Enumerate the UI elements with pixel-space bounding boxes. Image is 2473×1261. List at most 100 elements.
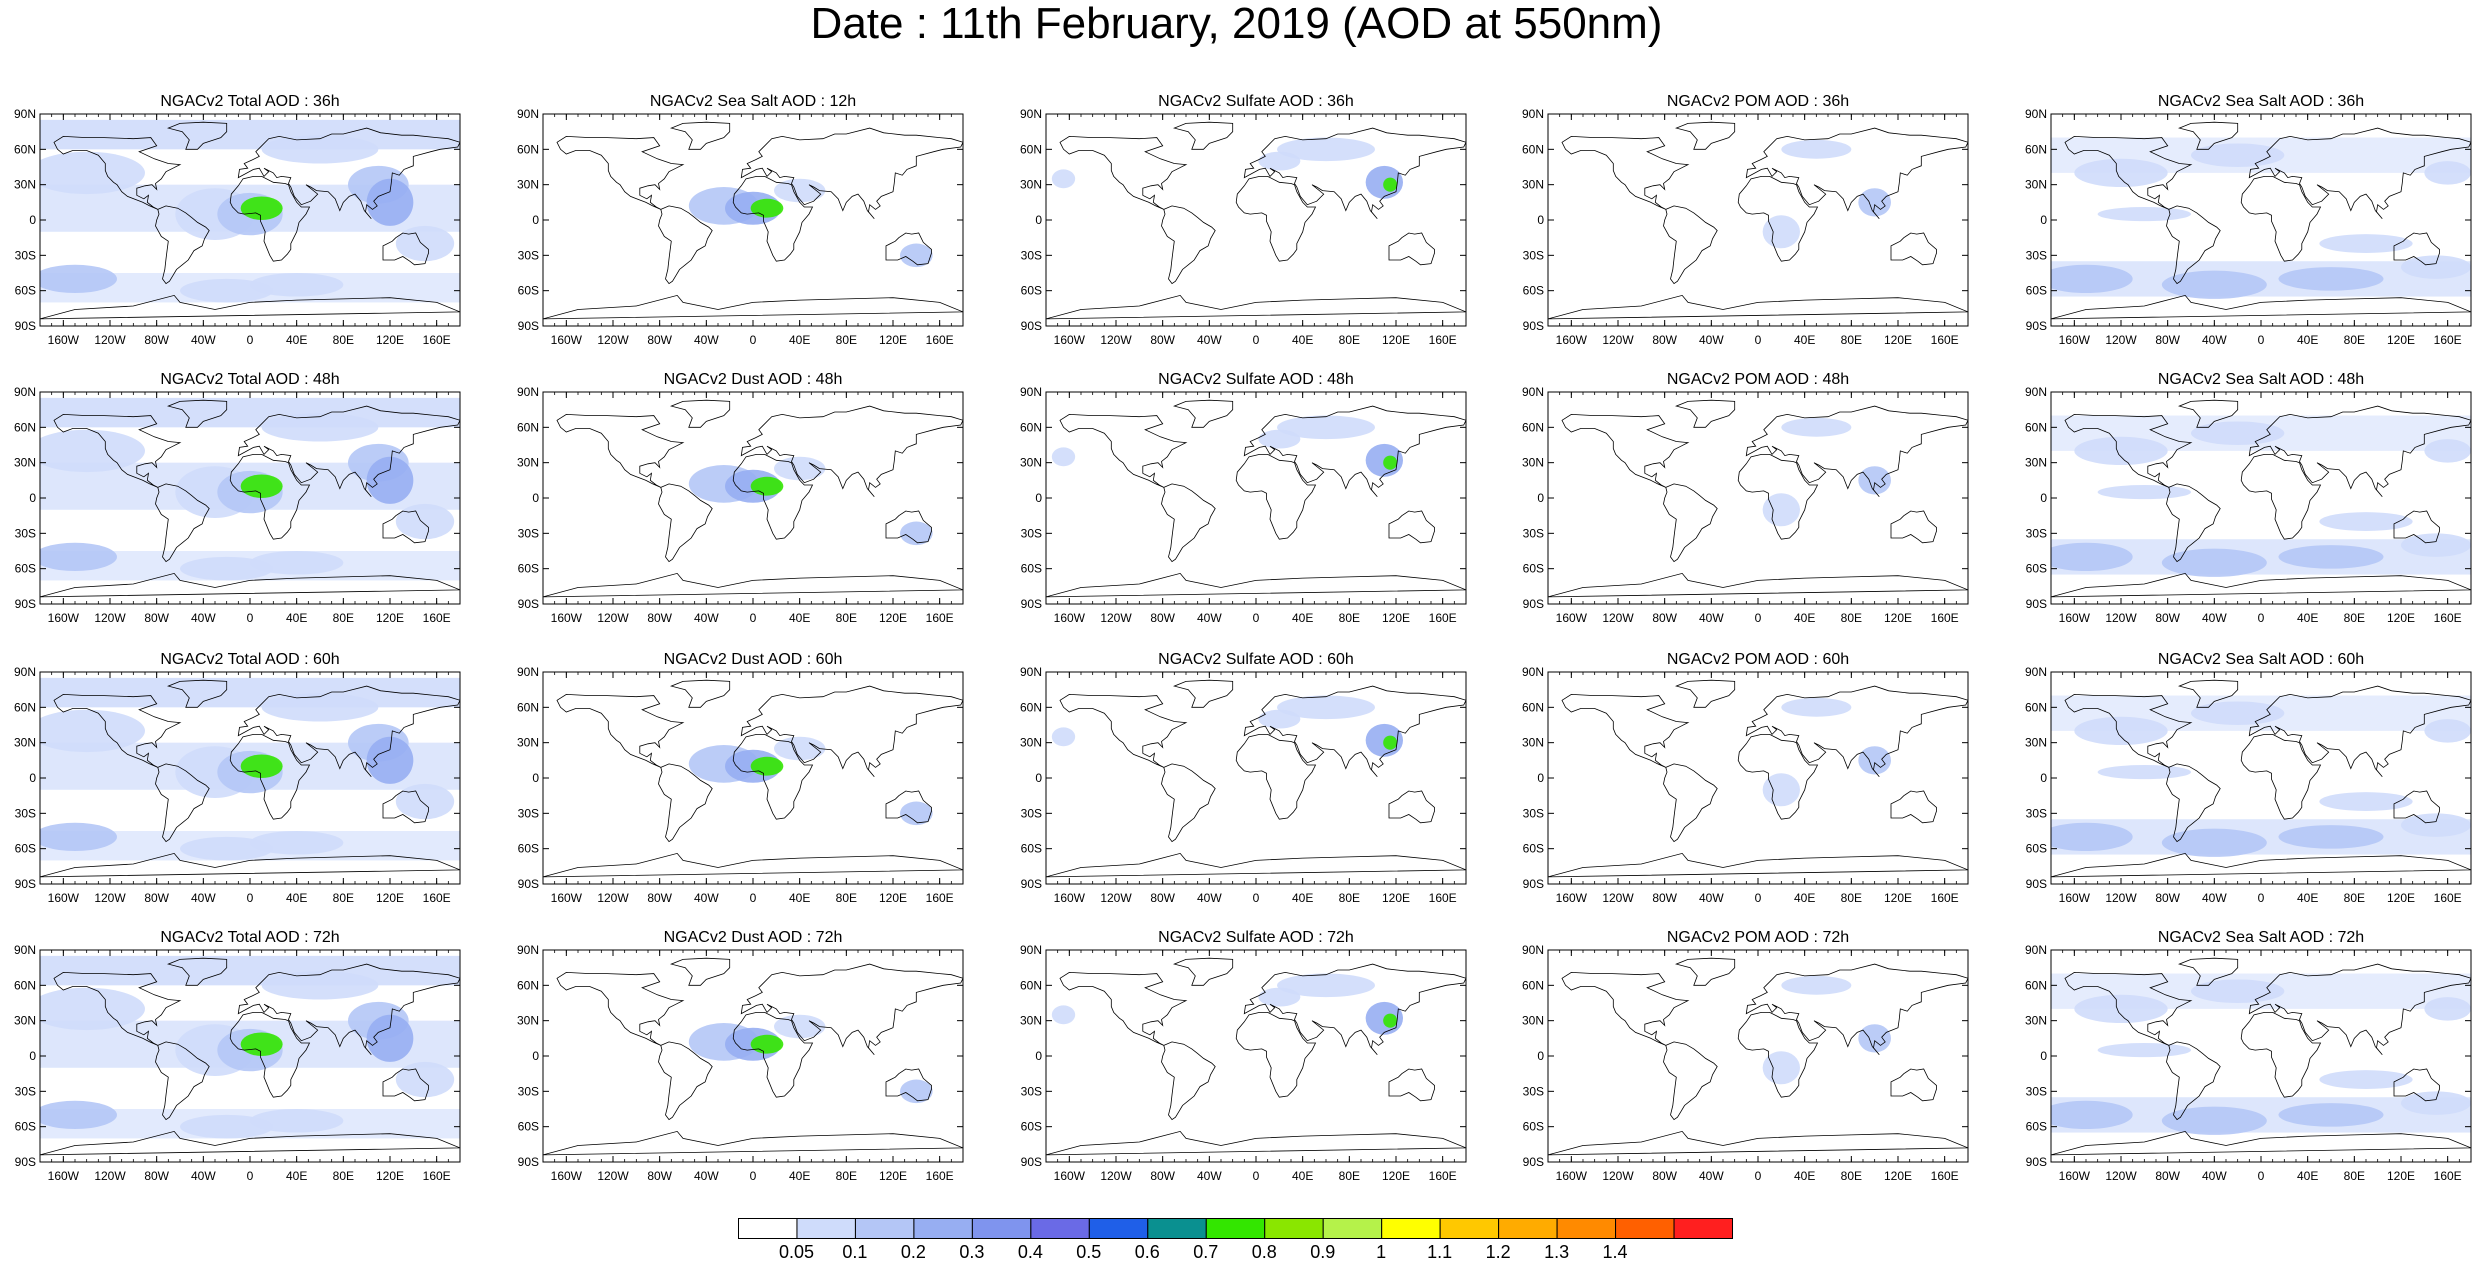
- africa-outline: [732, 176, 814, 262]
- map-content: [40, 114, 460, 326]
- australia-outline: [2393, 790, 2440, 824]
- australia-outline: [1890, 1068, 1937, 1102]
- namerica-outline: [2064, 693, 2193, 768]
- australia-outline: [1890, 790, 1937, 824]
- lat-label: 30N: [2025, 736, 2047, 750]
- lat-label: 90S: [518, 1155, 539, 1169]
- namerica-outline: [556, 413, 685, 488]
- lon-label: 0: [750, 891, 757, 905]
- map-content: [1548, 114, 1968, 326]
- colorbar-swatch: [1322, 1218, 1383, 1239]
- antarctica-outline: [2051, 852, 2471, 878]
- lat-label: 60N: [1522, 700, 1544, 714]
- antarctica-outline: [1046, 852, 1466, 878]
- lat-label: 0: [1537, 213, 1544, 227]
- lat-label: 60S: [518, 1120, 539, 1134]
- aod-plume: [774, 736, 826, 761]
- aod-plume: [395, 225, 455, 262]
- lon-label: 40E: [1292, 891, 1313, 905]
- lat-label: 60N: [14, 420, 36, 434]
- lon-label: 80E: [2344, 1169, 2365, 1183]
- lat-label: 30N: [517, 736, 539, 750]
- antarctica-outline: [40, 572, 460, 598]
- eurasia-outline: [2248, 685, 2471, 778]
- aod-plume: [2191, 979, 2285, 1003]
- colorbar-svg: 0.05 0.1 0.2 0.3 0.4 0.5 0.6 0.7 0.8 0.9 1 1.1 1.2 1.…: [738, 1218, 1734, 1261]
- lat-label: 90N: [1020, 943, 1042, 957]
- map-panel: NGACv2 Total AOD : 60h 90N 60N 30N 0 30S 60S 90…: [0, 650, 461, 908]
- colorbar-swatch: [738, 1218, 798, 1239]
- colorbar-swatch: [1264, 1218, 1324, 1239]
- lat-label: 30S: [1523, 806, 1544, 820]
- lon-label: 40W: [2202, 1169, 2227, 1183]
- ocean: [1046, 672, 1466, 884]
- lat-label: 60N: [14, 978, 36, 992]
- lon-label: 80E: [2344, 611, 2365, 625]
- panel-title: NGACv2 Sea Salt AOD : 48h: [2157, 371, 2365, 388]
- aod-plume: [1258, 987, 1301, 1007]
- aod-plume: [1258, 429, 1301, 449]
- lon-label: 80W: [2155, 891, 2180, 905]
- lon-label: 40E: [286, 1169, 307, 1183]
- lon-label: 120W: [94, 611, 126, 625]
- lat-label: 30S: [518, 526, 539, 540]
- aod-plume: [2319, 512, 2413, 531]
- map-svg: 90N 60N 30N 0 30S 60S 90S 160W 120W 80W 40W 0 40E 80E…: [1020, 385, 1467, 625]
- map-svg: 90N 60N 30N 0 30S 60S 90S 160W 120W 80W 40W 0 40E 80E…: [2025, 943, 2472, 1183]
- ocean: [1046, 950, 1466, 1162]
- lon-label: 40W: [694, 333, 719, 347]
- antarctica-outline: [1548, 1130, 1968, 1156]
- lat-label: 90N: [14, 665, 36, 679]
- lat-label: 90S: [1021, 597, 1042, 611]
- australia-outline: [382, 232, 429, 266]
- lon-label: 120E: [879, 891, 907, 905]
- colorbar-swatch: [1439, 1218, 1500, 1239]
- map-panel: NGACv2 Sulfate AOD : 36h 90N 60N 30N 0 30S 60S…: [1006, 92, 1467, 350]
- lat-label: 60S: [1523, 842, 1544, 856]
- lon-label: 40W: [1197, 333, 1222, 347]
- aod-plume: [2278, 1103, 2384, 1127]
- namerica-outline: [1561, 135, 1690, 210]
- aod-plume: [900, 243, 933, 268]
- greenland-outline: [670, 957, 731, 986]
- lon-label: 120E: [879, 611, 907, 625]
- lat-label: 90S: [15, 597, 36, 611]
- lon-label: 120E: [1884, 333, 1912, 347]
- aod-plume: [1858, 1024, 1891, 1053]
- samerica-outline: [155, 205, 210, 285]
- lat-label: 30N: [1020, 1014, 1042, 1028]
- lat-label: 60N: [1522, 978, 1544, 992]
- lon-label: 0: [2258, 611, 2265, 625]
- lat-label: 0: [29, 491, 36, 505]
- australia-outline: [382, 1068, 429, 1102]
- lat-label: 30N: [2025, 456, 2047, 470]
- greenland-outline: [2178, 121, 2239, 150]
- map-svg: 90N 60N 30N 0 30S 60S 90S 160W 120W 80W 40W 0 40E 80E…: [1020, 943, 1467, 1183]
- lon-label: 160E: [423, 333, 451, 347]
- aod-plume: [2191, 421, 2285, 445]
- lat-label: 30N: [14, 736, 36, 750]
- lon-label: 40W: [1699, 611, 1724, 625]
- greenland-outline: [1173, 399, 1234, 428]
- lon-label: 0: [1755, 891, 1762, 905]
- greenland-outline: [167, 679, 228, 708]
- lon-label: 80W: [647, 333, 672, 347]
- aod-plume: [240, 1032, 283, 1056]
- lon-label: 160W: [48, 1169, 80, 1183]
- map-svg: 90N 60N 30N 0 30S 60S 90S 160W 120W 80W 40W 0 40E 80E…: [14, 385, 461, 625]
- colorbar-label: 0.5: [1076, 1242, 1101, 1261]
- lat-label: 90N: [14, 107, 36, 121]
- lon-label: 80E: [333, 1169, 354, 1183]
- australia-outline: [382, 510, 429, 544]
- lon-label: 120W: [2105, 333, 2137, 347]
- lat-label: 60N: [517, 978, 539, 992]
- antarctica-outline: [543, 1130, 963, 1156]
- lon-label: 120W: [2105, 891, 2137, 905]
- lat-label: 0: [1035, 771, 1042, 785]
- map-panel: NGACv2 Total AOD : 72h 90N 60N 30N 0 30S 60S 90…: [0, 928, 461, 1186]
- lat-label: 30S: [15, 248, 36, 262]
- lat-label: 90S: [518, 597, 539, 611]
- page-title: Date : 11th February, 2019 (AOD at 550nm…: [810, 0, 1663, 48]
- aod-plume: [2097, 1043, 2191, 1058]
- aod-plume: [40, 822, 117, 852]
